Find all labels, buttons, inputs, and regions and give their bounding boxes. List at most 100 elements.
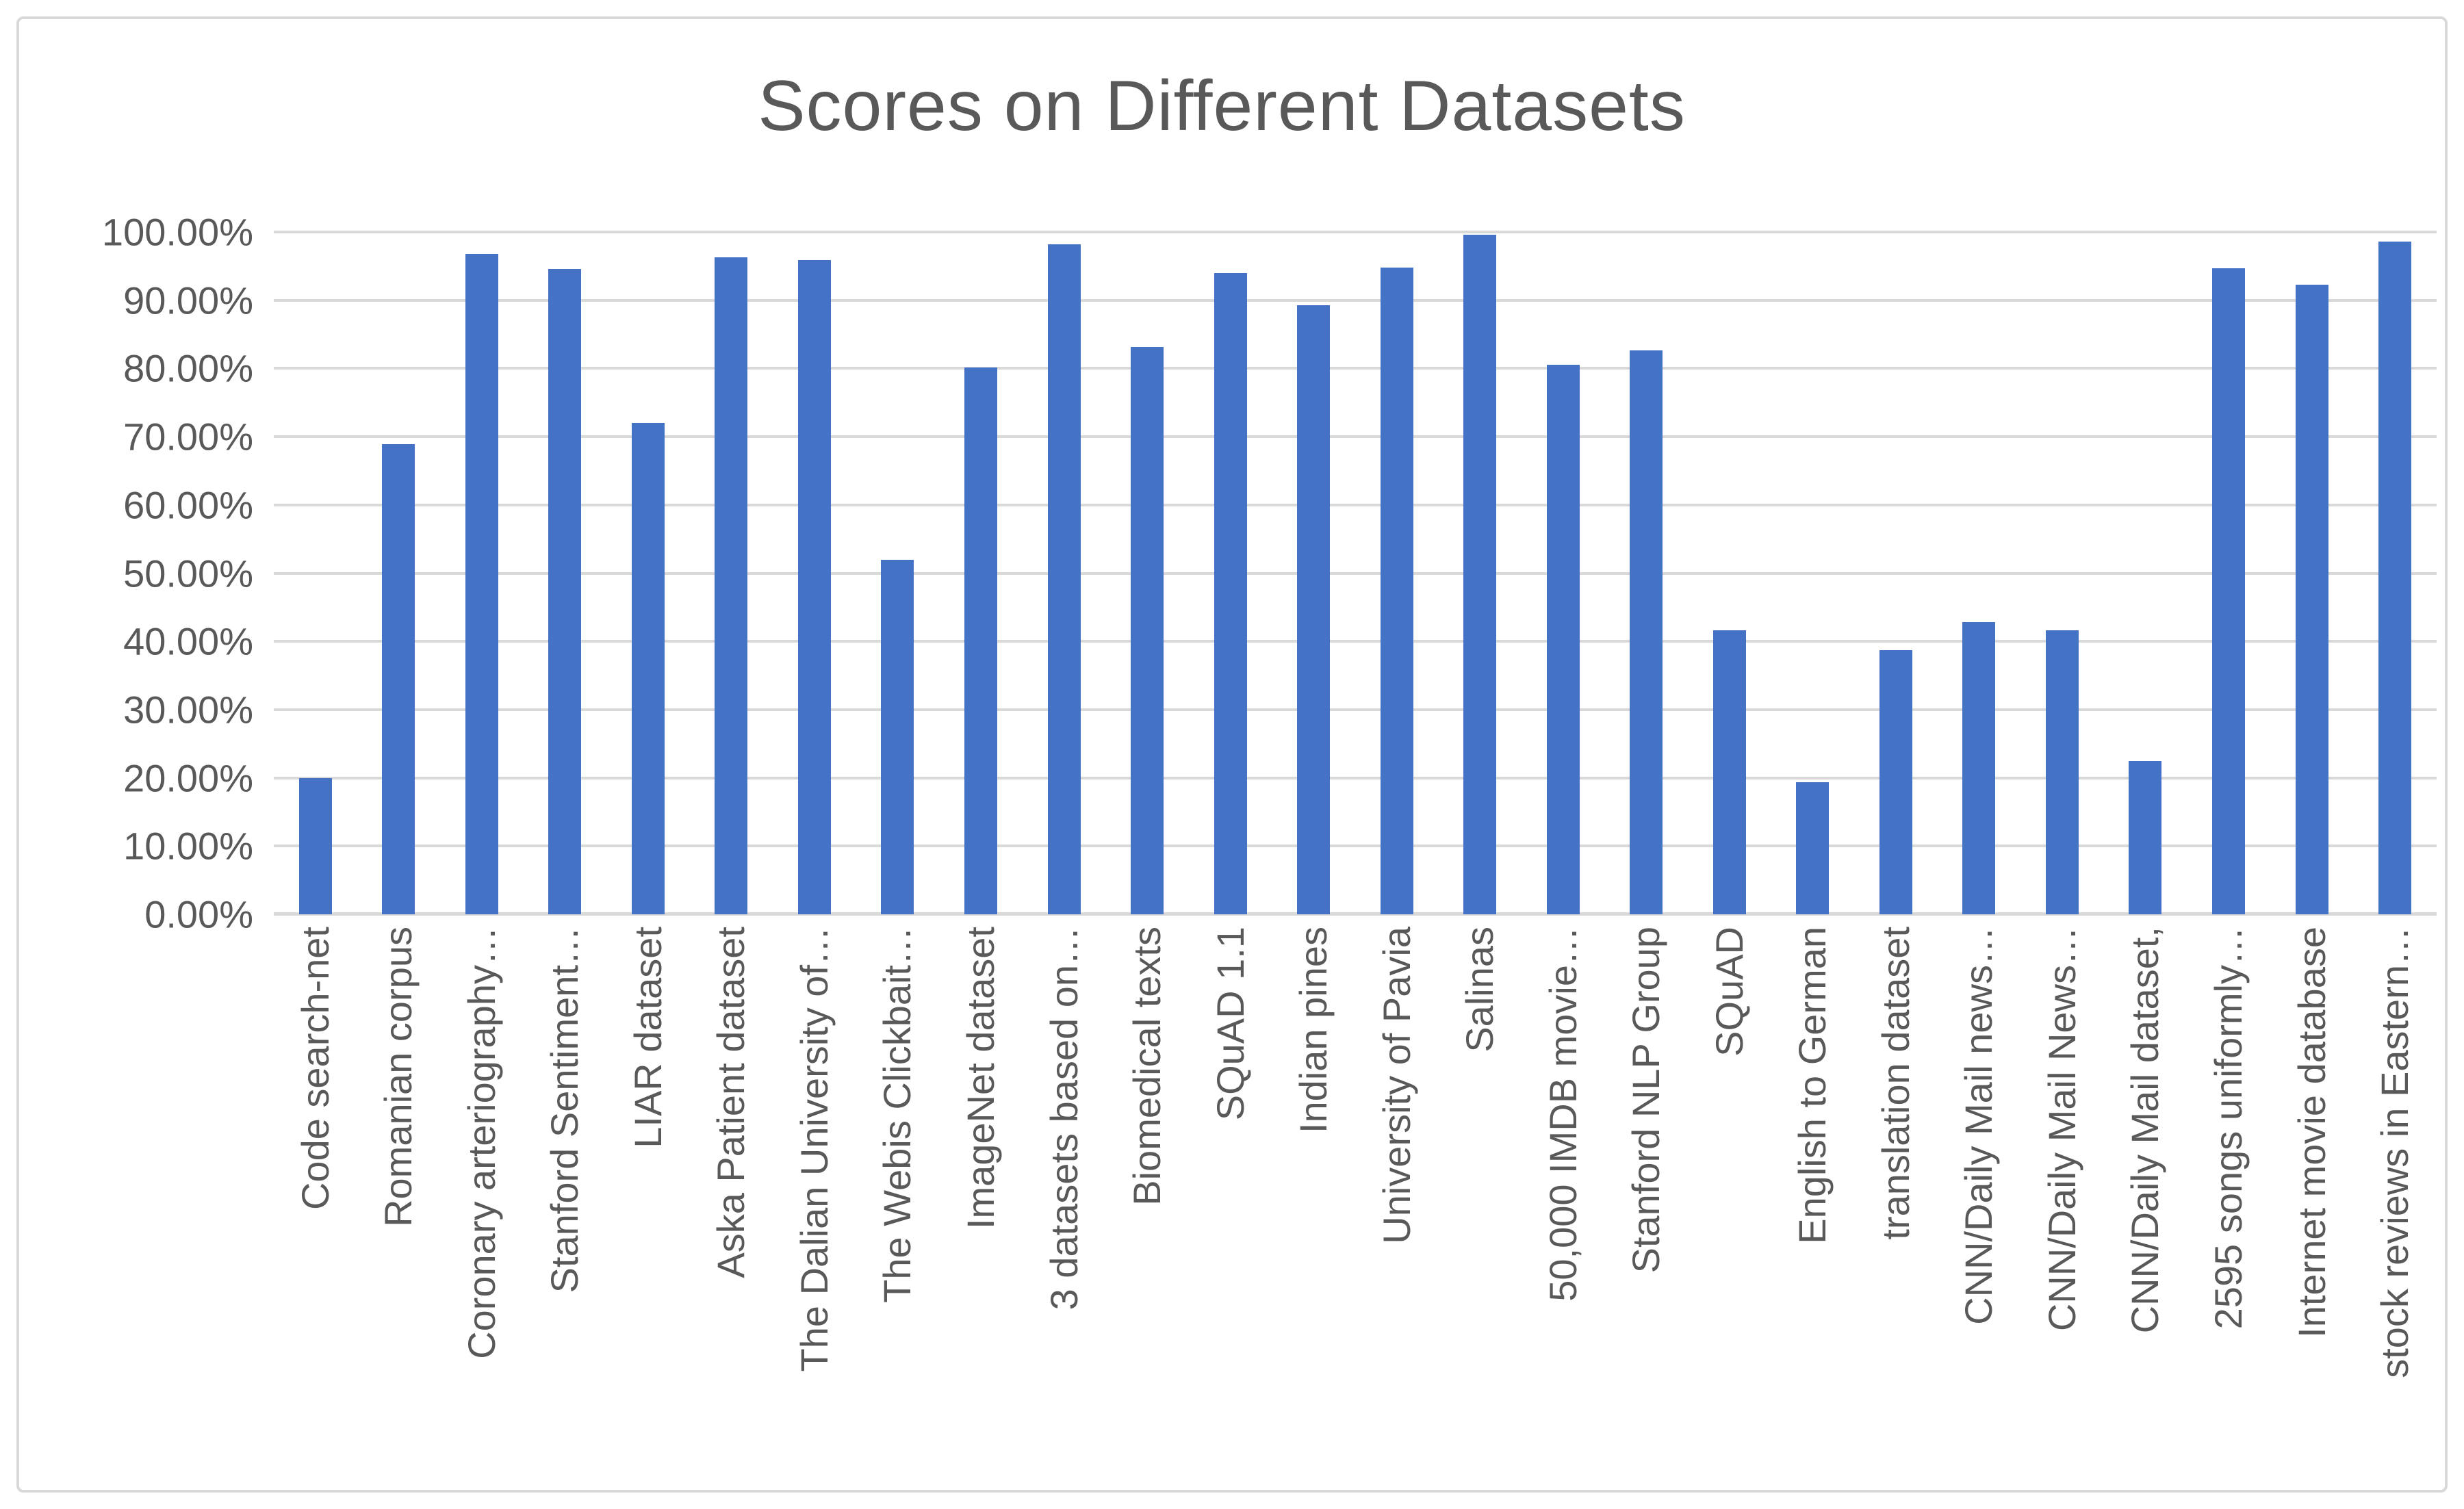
bar-slot xyxy=(1189,232,1272,914)
x-category-label: LIAR dataset xyxy=(626,927,669,1148)
x-label-cell: Code search-net xyxy=(274,927,357,1481)
x-category-label: CNN/Daily Mail News… xyxy=(2040,927,2083,1332)
x-label-cell: SQuAD 1.1 xyxy=(1189,927,1272,1481)
bar-Indian pines xyxy=(1297,305,1331,914)
x-label-cell: Internet movie database xyxy=(2270,927,2354,1481)
y-tick-label: 80.00% xyxy=(123,346,253,390)
x-label-cell: Biomedical texts xyxy=(1105,927,1189,1481)
bar-3 datasets based on… xyxy=(1047,244,1081,914)
x-category-label: SQuAD xyxy=(1707,927,1751,1057)
bar-slot xyxy=(1522,232,1605,914)
bar-University of Pavia xyxy=(1380,267,1413,914)
x-label-cell: LIAR dataset xyxy=(606,927,690,1481)
chart-title: Scores on Different Datasets xyxy=(758,66,1686,146)
gridline-40 xyxy=(274,640,2437,643)
x-category-label: Coronary arteriography… xyxy=(459,927,503,1359)
x-label-cell: CNN/Daily Mail news… xyxy=(1938,927,2021,1481)
y-tick-label: 10.00% xyxy=(123,824,253,868)
x-label-cell: Stanford NLP Group xyxy=(1605,927,1689,1481)
bar-Aska Patient dataset xyxy=(715,257,748,914)
x-category-label: ImageNet dataset xyxy=(959,927,1003,1230)
x-label-cell: ImageNet dataset xyxy=(939,927,1023,1481)
bar-Salinas xyxy=(1463,235,1497,914)
x-label-cell: Stanford Sentiment… xyxy=(524,927,607,1481)
bar-slot xyxy=(357,232,441,914)
bar-ImageNet dataset xyxy=(964,367,998,914)
bar-2595 songs uniformly… xyxy=(2211,268,2245,914)
bar-Romanian corpus xyxy=(382,444,415,914)
x-category-label: Stanford NLP Group xyxy=(1624,927,1668,1274)
bar-slot xyxy=(690,232,773,914)
bar-50,000 IMDB movie… xyxy=(1546,365,1580,914)
plot-area xyxy=(274,231,2437,916)
x-category-label: The Webis Clickbait… xyxy=(875,927,919,1303)
x-label-cell: Indian pines xyxy=(1272,927,1355,1481)
bar-slot xyxy=(1023,232,1106,914)
x-category-label: Aska Patient dataset xyxy=(709,927,753,1278)
bar-slot xyxy=(2020,232,2104,914)
bar-CNN/Daily Mail dataset, xyxy=(2129,760,2162,914)
gridline-90 xyxy=(274,298,2437,302)
x-label-cell: The Dalian University of… xyxy=(773,927,856,1481)
bar-slot xyxy=(856,232,940,914)
bar-slot xyxy=(2270,232,2354,914)
x-category-label: Salinas xyxy=(1458,927,1502,1053)
x-label-cell: 3 datasets based on… xyxy=(1023,927,1106,1481)
gridline-80 xyxy=(274,367,2437,370)
x-label-cell: 2595 songs uniformly… xyxy=(2187,927,2270,1481)
x-label-cell: Salinas xyxy=(1438,927,1522,1481)
bar-CNN/Daily Mail News… xyxy=(2045,630,2079,914)
x-label-cell: The Webis Clickbait… xyxy=(856,927,940,1481)
x-axis-category-labels: Code search-net Romanian corpus Coronary a… xyxy=(274,927,2437,1481)
bar-SQuAD xyxy=(1712,630,1746,914)
x-category-label: CNN/Daily Mail news… xyxy=(1957,927,2001,1325)
gridline-60 xyxy=(274,503,2437,506)
bar-slot xyxy=(1105,232,1189,914)
bar-slot xyxy=(2187,232,2270,914)
y-tick-label: 60.00% xyxy=(123,483,253,527)
bar-English to German xyxy=(1796,782,1830,914)
x-label-cell: 50,000 IMDB movie… xyxy=(1522,927,1605,1481)
x-category-label: University of Pavia xyxy=(1374,927,1418,1244)
x-category-label: 3 datasets based on… xyxy=(1042,927,1086,1311)
bar-slot xyxy=(440,232,524,914)
bar-Biomedical texts xyxy=(1131,346,1164,914)
y-tick-label: 100.00% xyxy=(101,210,253,254)
x-category-label: stock reviews in Eastern… xyxy=(2373,927,2417,1378)
gridline-100 xyxy=(274,231,2437,233)
x-label-cell: CNN/Daily Mail News… xyxy=(2020,927,2104,1481)
x-label-cell: CNN/Daily Mail dataset, xyxy=(2104,927,2187,1481)
y-tick-label: 0.00% xyxy=(144,892,253,936)
bar-slot xyxy=(1272,232,1355,914)
x-category-label: Stanford Sentiment… xyxy=(543,927,587,1293)
bar-slot xyxy=(2104,232,2187,914)
bar-slot xyxy=(2353,232,2437,914)
bar-Internet movie database xyxy=(2295,284,2328,914)
gridline-0 xyxy=(274,912,2437,916)
bar-LIAR dataset xyxy=(631,423,665,914)
bar-slot xyxy=(1854,232,1938,914)
bar-Code search-net xyxy=(298,777,332,914)
bar-Coronary arteriography… xyxy=(465,253,498,914)
x-category-label: Code search-net xyxy=(293,927,337,1211)
bar-slot xyxy=(274,232,357,914)
x-label-cell: Coronary arteriography… xyxy=(440,927,524,1481)
x-label-cell: English to German xyxy=(1771,927,1855,1481)
bar-CNN/Daily Mail news… xyxy=(1962,622,1996,914)
y-tick-label: 70.00% xyxy=(123,415,253,459)
x-label-cell: SQuAD xyxy=(1688,927,1771,1481)
bar-The Dalian University of… xyxy=(797,259,831,914)
y-tick-label: 50.00% xyxy=(123,552,253,595)
bar-slot xyxy=(1605,232,1689,914)
bar-slot xyxy=(1438,232,1522,914)
bar-slot xyxy=(939,232,1023,914)
x-label-cell: Romanian corpus xyxy=(357,927,441,1481)
bar-slot xyxy=(1355,232,1439,914)
x-label-cell: Aska Patient dataset xyxy=(690,927,773,1481)
x-category-label: Internet movie database xyxy=(2289,927,2333,1338)
bar-slot xyxy=(1771,232,1855,914)
gridline-30 xyxy=(274,708,2437,711)
bar-translation dataset xyxy=(1879,650,1912,914)
bar-slot xyxy=(524,232,607,914)
